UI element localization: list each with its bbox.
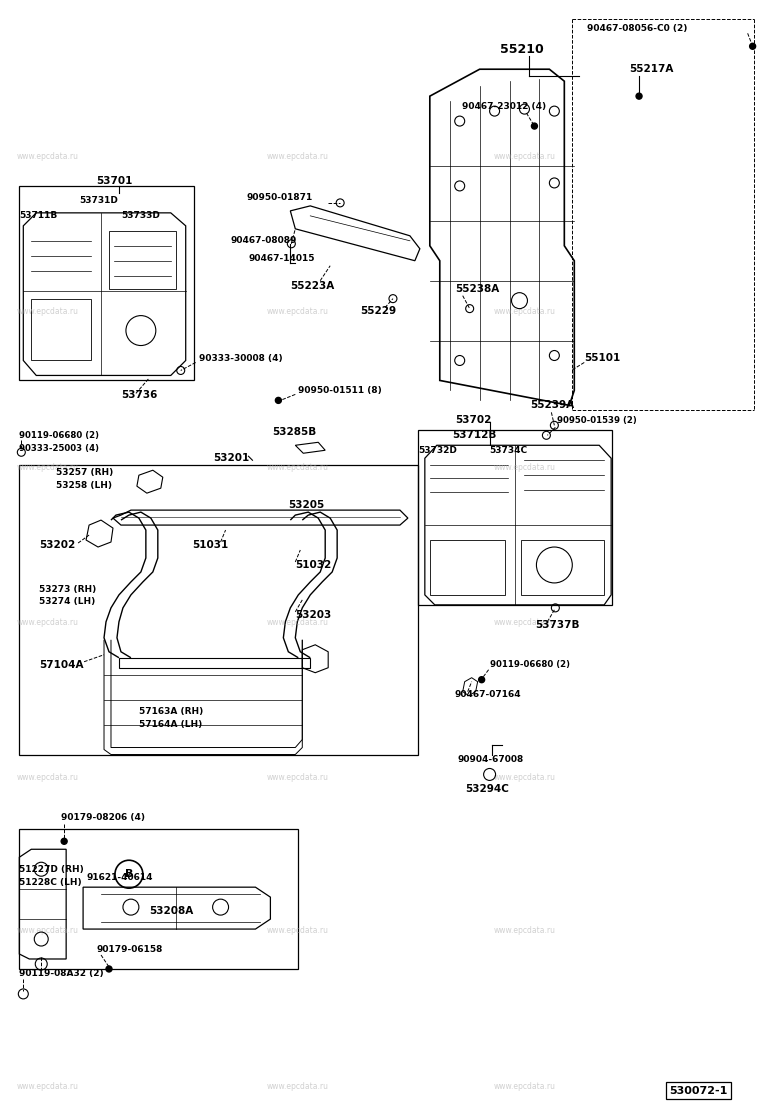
Text: 53205: 53205: [288, 500, 325, 510]
Text: www.epcdata.ru: www.epcdata.ru: [267, 308, 328, 317]
Text: 53203: 53203: [296, 609, 331, 619]
Text: www.epcdata.ru: www.epcdata.ru: [17, 926, 78, 935]
Text: 90904-67008: 90904-67008: [458, 755, 524, 764]
Text: 53258 (LH): 53258 (LH): [56, 480, 112, 489]
Text: 57104A: 57104A: [40, 659, 84, 669]
Text: www.epcdata.ru: www.epcdata.ru: [267, 152, 328, 161]
Text: 53731D: 53731D: [79, 197, 118, 206]
Text: www.epcdata.ru: www.epcdata.ru: [493, 618, 556, 627]
Text: 90119-06680 (2): 90119-06680 (2): [19, 430, 100, 440]
Text: 90950-01511 (8): 90950-01511 (8): [298, 386, 382, 395]
Text: www.epcdata.ru: www.epcdata.ru: [267, 618, 328, 627]
Text: www.epcdata.ru: www.epcdata.ru: [17, 152, 78, 161]
Text: 90467-07164: 90467-07164: [454, 691, 521, 699]
Text: 90333-30008 (4): 90333-30008 (4): [198, 354, 282, 363]
Text: 53701: 53701: [96, 176, 132, 186]
Text: 51227D (RH): 51227D (RH): [19, 865, 84, 874]
Text: 57164A (LH): 57164A (LH): [139, 721, 202, 729]
Text: 90950-01539 (2): 90950-01539 (2): [557, 416, 637, 425]
Text: 53702: 53702: [454, 416, 491, 425]
Text: 53257 (RH): 53257 (RH): [56, 468, 113, 477]
Text: 53734C: 53734C: [489, 446, 527, 455]
Text: 90950-01871: 90950-01871: [246, 193, 312, 202]
Text: 51031: 51031: [193, 540, 229, 550]
Text: 90333-25003 (4): 90333-25003 (4): [19, 444, 100, 453]
Text: www.epcdata.ru: www.epcdata.ru: [493, 308, 556, 317]
Circle shape: [479, 677, 485, 683]
Text: 90467-08089: 90467-08089: [230, 236, 297, 246]
Text: www.epcdata.ru: www.epcdata.ru: [493, 926, 556, 935]
Text: 55210: 55210: [499, 42, 543, 56]
Text: 55229: 55229: [360, 306, 396, 316]
Text: www.epcdata.ru: www.epcdata.ru: [267, 463, 328, 471]
Text: 53733D: 53733D: [121, 211, 160, 220]
Text: 53273 (RH): 53273 (RH): [40, 585, 97, 595]
Text: www.epcdata.ru: www.epcdata.ru: [493, 773, 556, 783]
Bar: [19, 830, 298, 969]
Text: www.epcdata.ru: www.epcdata.ru: [17, 773, 78, 783]
Text: 55239A: 55239A: [530, 400, 575, 410]
Text: 53202: 53202: [40, 540, 75, 550]
Text: 53201: 53201: [214, 454, 250, 464]
Circle shape: [275, 397, 281, 404]
Text: 530072-1: 530072-1: [669, 1085, 727, 1095]
Text: 51228C (LH): 51228C (LH): [19, 877, 82, 886]
Bar: [19, 465, 418, 755]
Text: 90179-06158: 90179-06158: [96, 944, 163, 953]
Text: www.epcdata.ru: www.epcdata.ru: [493, 463, 556, 471]
Circle shape: [61, 838, 67, 844]
Text: 53274 (LH): 53274 (LH): [40, 597, 96, 606]
Text: www.epcdata.ru: www.epcdata.ru: [267, 926, 328, 935]
Text: www.epcdata.ru: www.epcdata.ru: [267, 1082, 328, 1091]
Text: 90119-06680 (2): 90119-06680 (2): [489, 661, 569, 669]
Text: www.epcdata.ru: www.epcdata.ru: [17, 618, 78, 627]
Text: 90467-14015: 90467-14015: [249, 255, 315, 264]
Text: www.epcdata.ru: www.epcdata.ru: [17, 308, 78, 317]
Bar: [418, 430, 612, 605]
Text: 53208A: 53208A: [149, 906, 193, 916]
Text: 91621-40614: 91621-40614: [86, 873, 153, 882]
Circle shape: [749, 43, 755, 49]
Text: 53711B: 53711B: [19, 211, 58, 220]
Text: 55217A: 55217A: [629, 64, 673, 75]
Text: 53712B: 53712B: [451, 430, 496, 440]
Text: 90467-08056-C0 (2): 90467-08056-C0 (2): [587, 23, 688, 33]
Text: 53737B: 53737B: [536, 619, 580, 629]
Bar: [19, 186, 194, 380]
Text: 53294C: 53294C: [466, 784, 509, 794]
Text: www.epcdata.ru: www.epcdata.ru: [493, 1082, 556, 1091]
Text: 55223A: 55223A: [290, 280, 334, 290]
Text: www.epcdata.ru: www.epcdata.ru: [17, 463, 78, 471]
Circle shape: [636, 93, 642, 99]
Circle shape: [531, 123, 537, 129]
Text: 55101: 55101: [584, 354, 620, 364]
Text: 90467-23012 (4): 90467-23012 (4): [462, 101, 546, 110]
Text: www.epcdata.ru: www.epcdata.ru: [267, 773, 328, 783]
Text: 90179-08206 (4): 90179-08206 (4): [61, 813, 145, 822]
Text: 53732D: 53732D: [418, 446, 457, 455]
Circle shape: [106, 966, 112, 972]
Text: 53285B: 53285B: [272, 427, 317, 437]
Text: 55238A: 55238A: [454, 284, 499, 294]
Text: 53736: 53736: [121, 390, 157, 400]
Text: B: B: [125, 870, 133, 880]
Text: 51032: 51032: [296, 560, 331, 570]
Text: 90119-08A32 (2): 90119-08A32 (2): [19, 970, 104, 979]
Text: www.epcdata.ru: www.epcdata.ru: [17, 1082, 78, 1091]
Text: www.epcdata.ru: www.epcdata.ru: [493, 152, 556, 161]
Text: 57163A (RH): 57163A (RH): [139, 707, 203, 716]
